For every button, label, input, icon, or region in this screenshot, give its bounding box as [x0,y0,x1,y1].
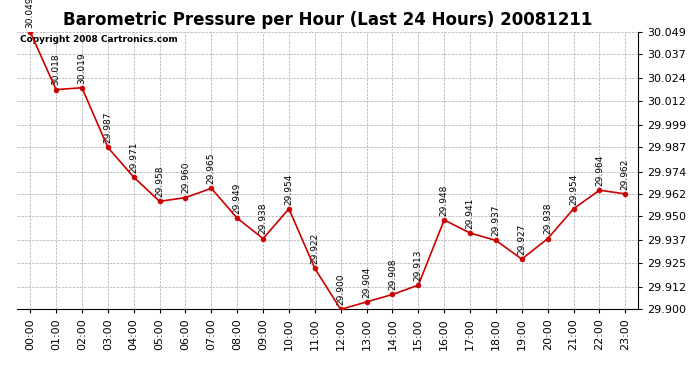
Text: 30.018: 30.018 [52,54,61,86]
Text: 29.971: 29.971 [129,141,138,173]
Text: 29.938: 29.938 [259,203,268,234]
Text: 29.904: 29.904 [362,266,371,298]
Text: 29.938: 29.938 [543,203,552,234]
Text: 29.960: 29.960 [181,162,190,194]
Text: 29.954: 29.954 [284,173,293,205]
Text: 29.922: 29.922 [310,233,319,264]
Text: 29.900: 29.900 [336,274,345,305]
Text: 29.913: 29.913 [414,249,423,281]
Text: 29.954: 29.954 [569,173,578,205]
Text: 29.927: 29.927 [518,224,526,255]
Text: 29.949: 29.949 [233,183,241,214]
Text: 29.941: 29.941 [466,198,475,229]
Text: 30.049: 30.049 [26,0,34,28]
Text: 30.019: 30.019 [77,52,86,84]
Text: 29.965: 29.965 [207,153,216,184]
Title: Barometric Pressure per Hour (Last 24 Hours) 20081211: Barometric Pressure per Hour (Last 24 Ho… [63,11,593,29]
Text: 29.908: 29.908 [388,259,397,290]
Text: 29.962: 29.962 [621,158,630,190]
Text: Copyright 2008 Cartronics.com: Copyright 2008 Cartronics.com [21,34,178,44]
Text: 29.948: 29.948 [440,184,449,216]
Text: 29.987: 29.987 [104,112,112,143]
Text: 29.958: 29.958 [155,166,164,197]
Text: 29.937: 29.937 [491,205,500,236]
Text: 29.964: 29.964 [595,154,604,186]
